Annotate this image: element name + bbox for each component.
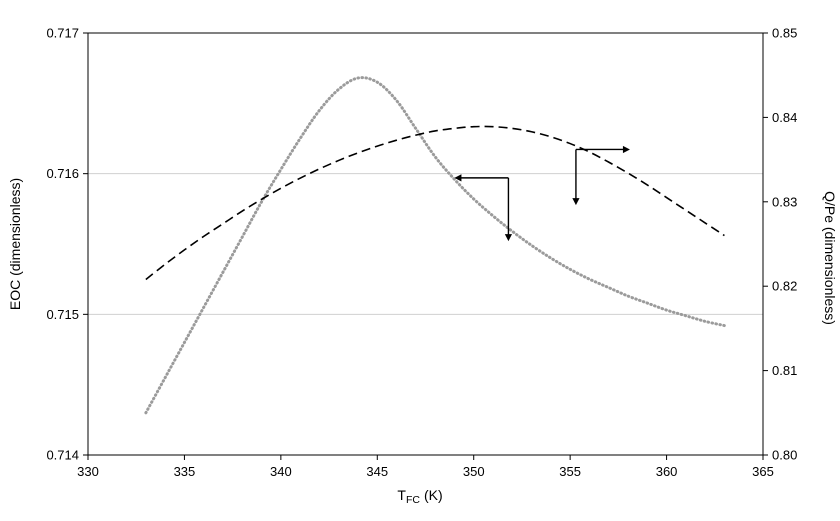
- right-axis-tick-label: 0.81: [772, 363, 797, 378]
- left-axis-tick-label: 0.717: [46, 26, 79, 41]
- right-axis-tick-label: 0.84: [772, 110, 797, 125]
- x-tick-label: 335: [174, 464, 196, 479]
- gridlines: [88, 173, 763, 315]
- x-axis-title: TFC (K): [397, 487, 442, 506]
- right-axis-tick-label: 0.80: [772, 448, 797, 463]
- axes: 330 335 340 345 350 355 360 365 0.714 0.715 0.716 0…: [46, 26, 797, 480]
- x-tick-label: 345: [366, 464, 388, 479]
- q-pe-curve: [145, 125, 725, 281]
- left-axis-tick-label: 0.714: [46, 448, 79, 463]
- x-axis-title-rest: (K): [424, 487, 443, 503]
- x-tick-label: 360: [656, 464, 678, 479]
- arrow-head: [504, 234, 513, 242]
- eoc-left-axis-arrow: [454, 174, 513, 242]
- annotations: [454, 145, 630, 242]
- right-axis-tick-label: 0.85: [772, 26, 797, 41]
- arrow-head: [572, 198, 580, 206]
- x-axis-title-base: T: [397, 487, 406, 503]
- x-tick-label: 330: [77, 464, 99, 479]
- x-axis-title-subscript: FC: [406, 494, 420, 506]
- x-tick-label: 350: [463, 464, 485, 479]
- left-axis-tick-label: 0.715: [46, 307, 79, 322]
- qpe-right-axis-arrow: [572, 145, 630, 206]
- x-tick-label: 365: [752, 464, 774, 479]
- series-curves: [144, 76, 726, 415]
- arrow-head: [622, 145, 630, 154]
- right-axis-tick-label: 0.82: [772, 279, 797, 294]
- left-axis-tick-label: 0.716: [46, 166, 79, 181]
- eoc-curve: [144, 76, 726, 415]
- left-axis-title: EOC (dimensionless): [7, 178, 23, 310]
- right-axis-title: Q/Pe (dimensionless): [822, 191, 838, 325]
- x-tick-label: 355: [559, 464, 581, 479]
- arrow-head: [454, 174, 462, 182]
- plot-border: [87, 32, 764, 456]
- x-tick-label: 340: [270, 464, 292, 479]
- right-axis-tick-label: 0.83: [772, 194, 797, 209]
